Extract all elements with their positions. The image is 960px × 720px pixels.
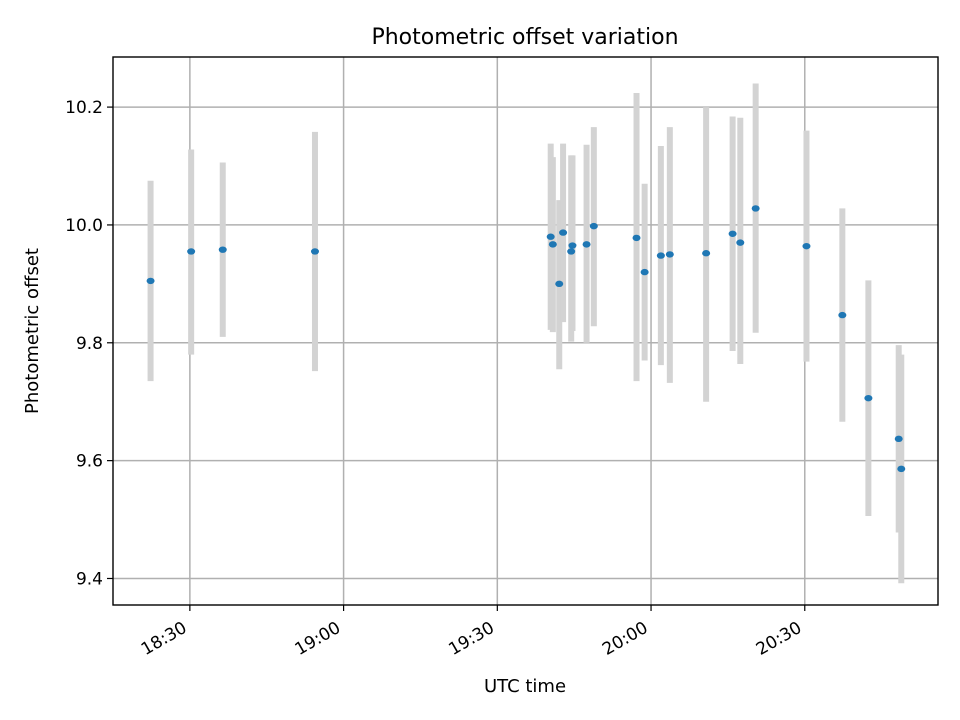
data-point (632, 234, 641, 242)
y-tick-label: 10.2 (65, 98, 103, 118)
data-point (656, 252, 665, 259)
data-point (567, 248, 576, 255)
chart-title: Photometric offset variation (371, 25, 678, 50)
y-axis-label: Photometric offset (22, 248, 43, 414)
data-point (702, 250, 711, 257)
data-point (897, 465, 906, 473)
y-tick-label: 9.4 (76, 569, 103, 589)
data-point (546, 233, 555, 240)
tick-layer: 18:30 19:00 19:30 20:00 20:30 9.4 9.6 9.8 10.0 10… (65, 98, 806, 660)
data-point (187, 248, 196, 255)
data-point (310, 248, 319, 255)
data-point (589, 222, 598, 230)
data-point (838, 311, 847, 319)
x-axis-label: UTC time (484, 676, 566, 697)
data-point (728, 230, 737, 237)
data-point (640, 268, 649, 276)
data-point (802, 242, 811, 250)
errorbar-layer (147, 83, 905, 584)
data-point (555, 280, 564, 288)
data-point (548, 241, 557, 248)
data-point (864, 394, 873, 402)
x-tick-label: 20:30 (753, 618, 805, 660)
x-tick-label: 20:00 (599, 618, 651, 660)
data-point (736, 239, 745, 246)
grid-layer (113, 57, 938, 605)
data-point (894, 435, 903, 443)
y-tick-label: 9.6 (76, 452, 103, 472)
data-point (751, 205, 760, 212)
data-point (665, 251, 674, 258)
data-point (146, 277, 155, 285)
data-point (559, 229, 568, 236)
data-point (218, 246, 227, 253)
x-tick-label: 18:30 (138, 618, 190, 660)
y-tick-label: 10.0 (65, 216, 103, 236)
point-layer (146, 205, 906, 473)
x-tick-label: 19:30 (445, 618, 497, 660)
y-tick-label: 9.8 (76, 334, 103, 354)
x-tick-label: 19:00 (292, 618, 344, 660)
data-point (568, 242, 577, 249)
data-point (582, 241, 591, 248)
plot-frame (112, 56, 939, 606)
